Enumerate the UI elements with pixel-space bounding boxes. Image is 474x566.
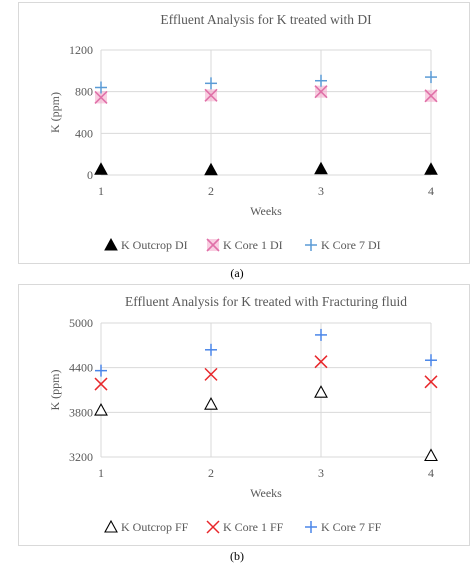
data-point xyxy=(204,367,218,381)
y-tick-label: 400 xyxy=(75,126,93,140)
y-tick-label: 0 xyxy=(87,168,93,182)
y-tick-label: 800 xyxy=(75,85,93,99)
y-tick-label: 3200 xyxy=(69,450,93,464)
data-point xyxy=(94,90,108,104)
y-axis-label: K (ppm) xyxy=(48,370,62,411)
y-tick-label: 5000 xyxy=(69,316,93,330)
data-point xyxy=(204,396,218,410)
data-point xyxy=(94,162,108,175)
legend-label: K Outcrop FF xyxy=(121,520,189,534)
legend-item: K Outcrop FF xyxy=(104,519,189,534)
legend-item: K Core 1 FF xyxy=(206,520,284,534)
y-tick-label: 4400 xyxy=(69,361,93,375)
legend-label: K Core 7 DI xyxy=(321,238,381,252)
legend: K Outcrop FF K Core 1 FF K Core 7 FF xyxy=(104,519,382,534)
chart-panel-b: Effluent Analysis for K treated with Fra… xyxy=(18,284,470,546)
legend-label: K Core 7 FF xyxy=(321,520,382,534)
data-point xyxy=(94,402,108,416)
legend-label: K Core 1 FF xyxy=(223,520,284,534)
series-1 xyxy=(94,385,438,462)
legend-item: K Core 7 DI xyxy=(305,238,381,252)
data-point xyxy=(314,385,328,398)
legend-item: K Core 1 DI xyxy=(206,238,283,252)
series-3 xyxy=(95,71,437,94)
series-3 xyxy=(95,328,437,377)
legend-item: K Core 7 FF xyxy=(305,520,382,534)
chart-a: Effluent Analysis for K treated with DI 0… xyxy=(48,12,438,252)
data-point xyxy=(204,162,218,176)
data-point xyxy=(314,85,328,99)
legend-marker xyxy=(305,521,317,533)
data-point xyxy=(424,89,438,103)
x-tick-label: 4 xyxy=(428,466,434,480)
chart-panel-a: Effluent Analysis for K treated with DI 0… xyxy=(18,2,470,264)
legend-marker xyxy=(104,519,118,533)
legend-marker xyxy=(206,520,220,534)
data-point xyxy=(95,364,107,377)
data-point xyxy=(424,162,438,175)
data-point xyxy=(425,71,437,84)
x-axis-label: Weeks xyxy=(250,486,282,500)
data-point xyxy=(315,328,327,341)
data-point xyxy=(424,375,438,389)
x-tick-label: 2 xyxy=(208,466,214,480)
data-point xyxy=(205,77,217,90)
data-point xyxy=(315,74,327,87)
y-axis-label: K (ppm) xyxy=(48,92,62,133)
legend: K Outcrop DI K Core 1 DI K Core 7 DI xyxy=(104,237,381,252)
gridlines xyxy=(100,322,432,458)
data-point xyxy=(424,448,438,462)
series-2 xyxy=(94,85,438,104)
panel-label-b: (b) xyxy=(230,549,244,563)
chart-title: Effluent Analysis for K treated with DI xyxy=(160,12,372,27)
legend-label: K Outcrop DI xyxy=(121,238,188,252)
y-tick-label: 1200 xyxy=(69,43,93,57)
legend-marker xyxy=(305,239,317,251)
x-axis-label: Weeks xyxy=(250,204,282,218)
chart-b: Effluent Analysis for K treated with Fra… xyxy=(48,294,438,534)
data-point xyxy=(204,88,218,102)
legend-label: K Core 1 DI xyxy=(223,238,283,252)
x-tick-label: 3 xyxy=(318,184,324,198)
x-tick-label: 2 xyxy=(208,184,214,198)
series-1 xyxy=(94,161,438,176)
x-tick-label: 1 xyxy=(98,184,104,198)
series-2 xyxy=(94,355,438,391)
x-tick-label: 4 xyxy=(428,184,434,198)
data-point xyxy=(205,343,217,356)
data-point xyxy=(425,354,437,367)
panel-label-a: (a) xyxy=(230,266,244,280)
legend-marker xyxy=(206,238,220,252)
x-tick-label: 1 xyxy=(98,466,104,480)
data-point xyxy=(314,355,328,369)
data-point xyxy=(314,161,328,175)
legend-marker xyxy=(104,237,118,251)
y-tick-label: 3800 xyxy=(69,405,93,419)
chart-title: Effluent Analysis for K treated with Fra… xyxy=(125,294,407,309)
legend-item: K Outcrop DI xyxy=(104,237,188,252)
gridlines xyxy=(100,49,432,176)
data-point xyxy=(94,377,108,391)
data-point xyxy=(95,81,107,94)
x-tick-label: 3 xyxy=(318,466,324,480)
